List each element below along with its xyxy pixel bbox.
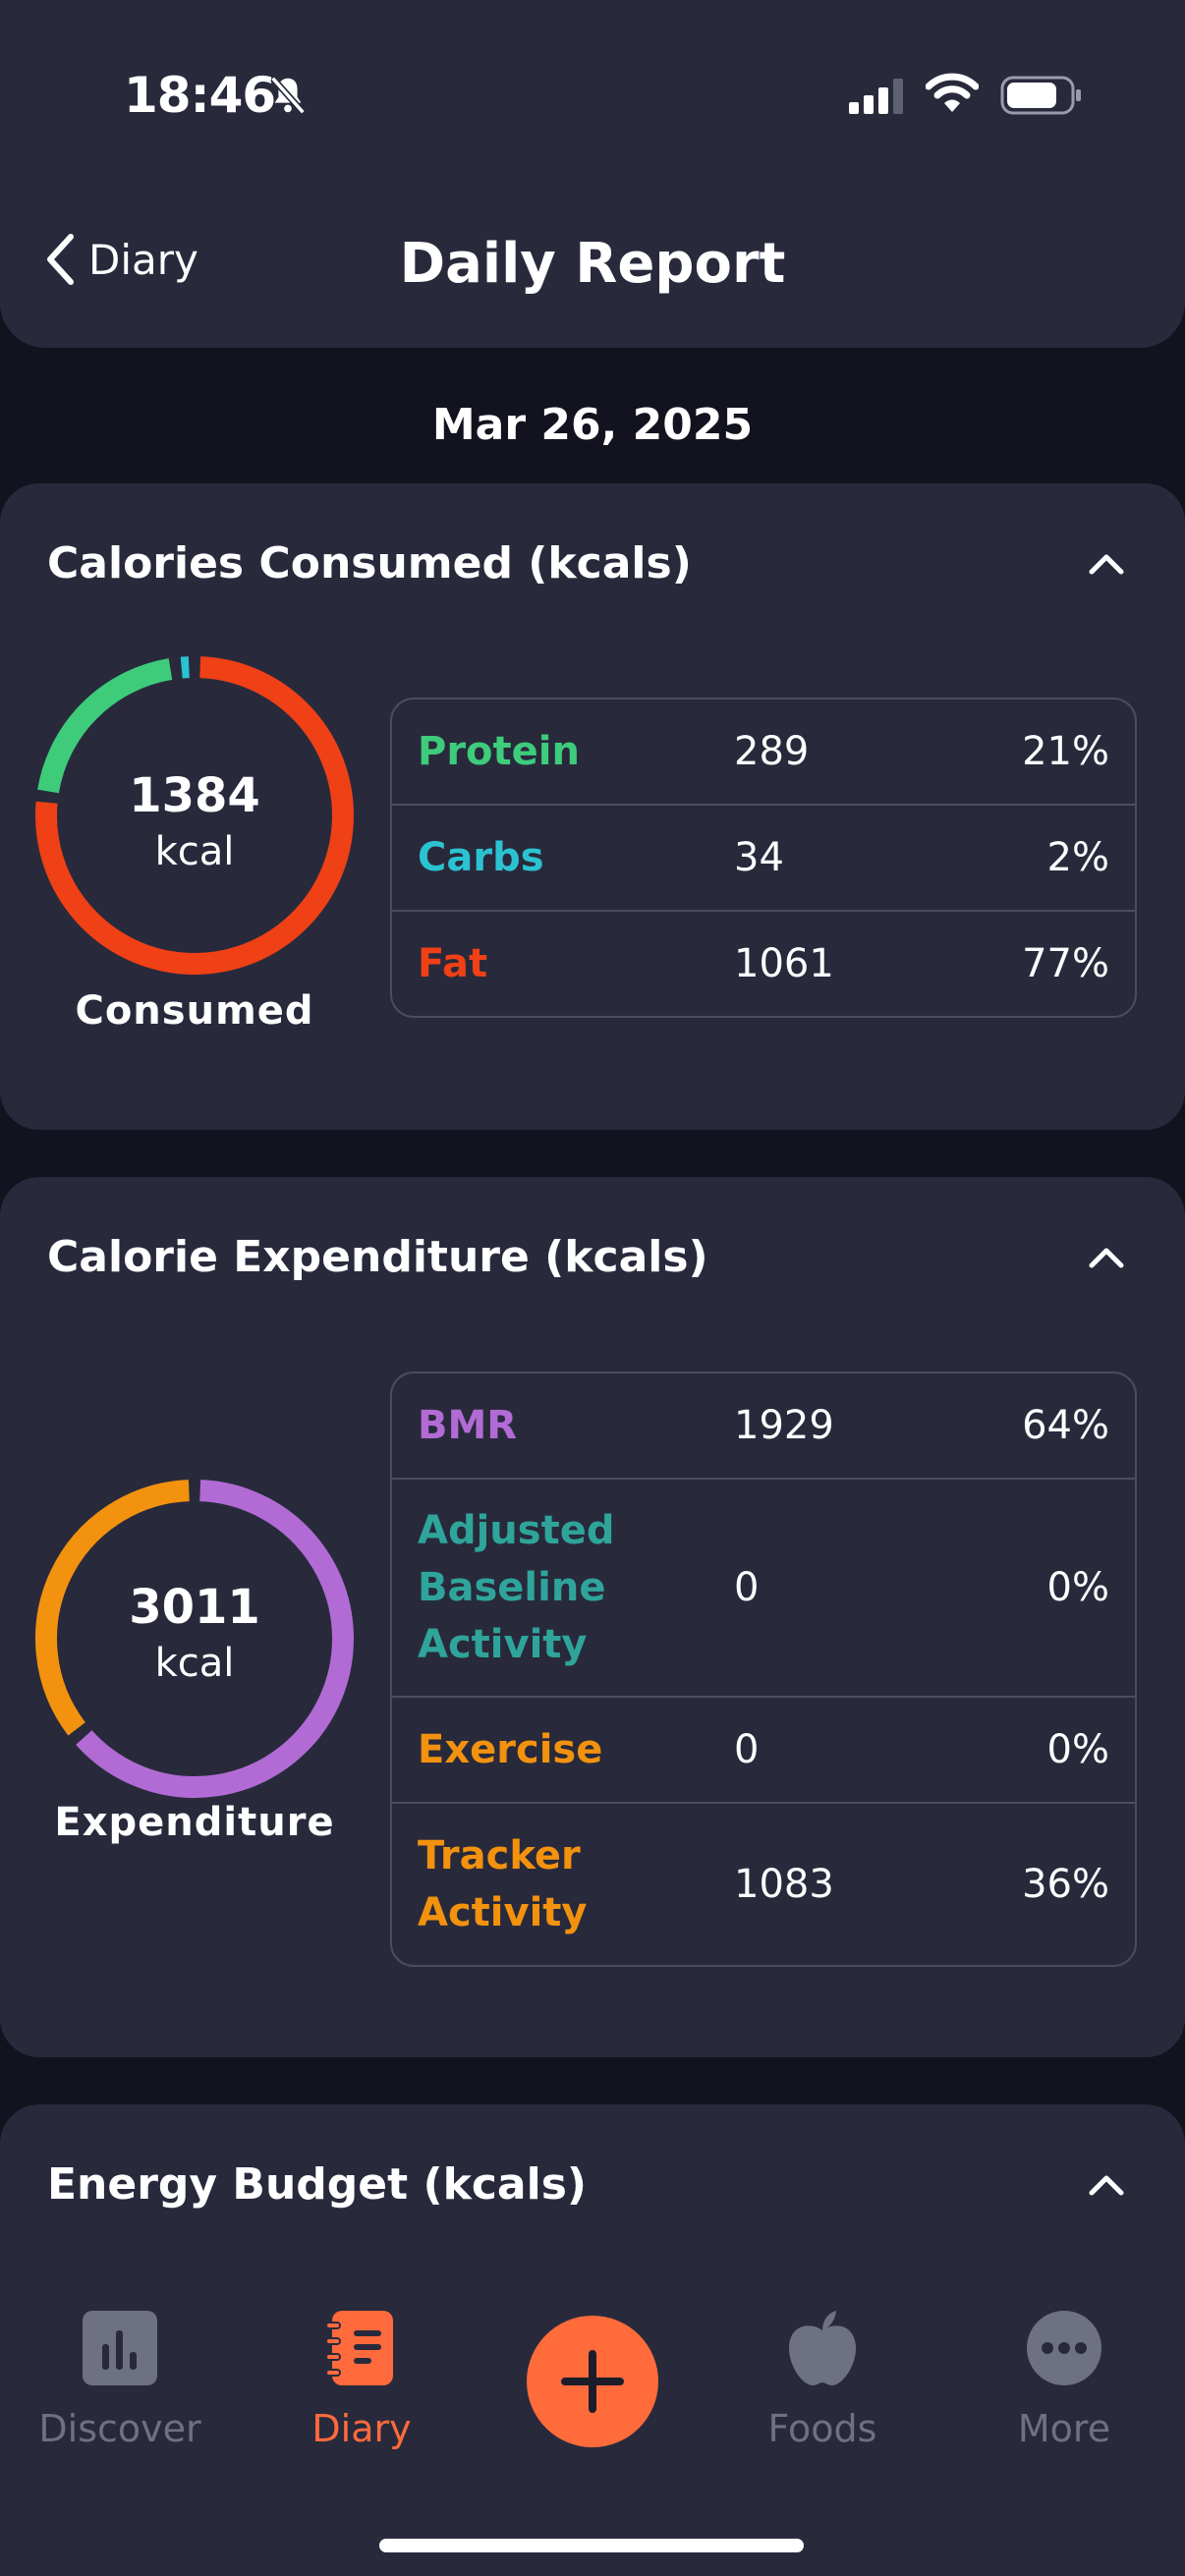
- row-percent: 21%: [1022, 729, 1109, 774]
- plus-icon: [561, 2350, 624, 2413]
- row-percent: 0%: [1046, 1565, 1109, 1610]
- expenditure-table: BMR 1929 64% Adjusted Baseline Activity …: [390, 1372, 1137, 1967]
- table-row: BMR 1929 64%: [392, 1373, 1135, 1478]
- row-percent: 64%: [1022, 1403, 1109, 1448]
- expenditure-total: 3011: [129, 1580, 260, 1635]
- row-value: 289: [734, 729, 810, 774]
- card-title: Calorie Expenditure (kcals): [47, 1232, 708, 1282]
- donut-segment-protein: [37, 658, 173, 794]
- consumed-macros-table: Protein 289 21% Carbs 34 2% Fat 1061 77%: [390, 698, 1137, 1018]
- row-name: Exercise: [418, 1727, 603, 1772]
- battery-icon: [1000, 76, 1081, 115]
- tab-bar: Discover Diary Foods: [0, 2279, 1185, 2576]
- table-row: Exercise 0 0%: [392, 1696, 1135, 1802]
- expenditure-donut-chart: [35, 1480, 354, 1798]
- calorie-expenditure-card: Calorie Expenditure (kcals) 3011 kcal Ex…: [0, 1177, 1185, 2057]
- chevron-up-icon[interactable]: [1087, 552, 1126, 576]
- status-time: 18:46: [124, 67, 276, 124]
- consumed-donut-chart: [35, 656, 354, 975]
- donut-segment-fat: [35, 656, 354, 975]
- chevron-left-icon: [47, 234, 74, 285]
- apple-icon: [788, 2311, 857, 2385]
- row-name: BMR: [418, 1403, 518, 1448]
- card-title: Calories Consumed (kcals): [47, 538, 692, 588]
- row-percent: 77%: [1022, 941, 1109, 986]
- expenditure-center: 3011 kcal: [29, 1580, 360, 1686]
- table-row: Carbs 34 2%: [392, 804, 1135, 910]
- tab-diary[interactable]: Diary: [263, 2309, 460, 2450]
- consumed-unit: kcal: [154, 829, 235, 874]
- row-percent: 2%: [1046, 835, 1109, 880]
- consumed-label: Consumed: [75, 988, 314, 1034]
- row-name: Carbs: [418, 835, 544, 880]
- home-indicator: [379, 2539, 804, 2552]
- more-dots-icon: [1027, 2311, 1101, 2385]
- tab-foods[interactable]: Foods: [724, 2309, 921, 2450]
- table-row: Adjusted Baseline Activity 0 0%: [392, 1478, 1135, 1696]
- row-value: 0: [734, 1727, 760, 1772]
- row-value: 1929: [734, 1403, 834, 1448]
- tab-label: Foods: [767, 2407, 877, 2450]
- expenditure-label: Expenditure: [54, 1800, 335, 1845]
- row-percent: 36%: [1022, 1862, 1109, 1907]
- back-button-label: Diary: [88, 235, 198, 284]
- report-date: Mar 26, 2025: [431, 400, 754, 450]
- row-name: Tracker Activity: [418, 1833, 588, 1935]
- chevron-up-icon[interactable]: [1087, 1246, 1126, 1269]
- calories-consumed-card: Calories Consumed (kcals) 1384 kcal Cons…: [0, 483, 1185, 1130]
- table-row: Tracker Activity 1083 36%: [392, 1802, 1135, 1965]
- table-row: Protein 289 21%: [392, 700, 1135, 804]
- consumed-center: 1384 kcal: [29, 768, 360, 874]
- row-value: 0: [734, 1565, 760, 1610]
- back-button[interactable]: Diary: [43, 232, 198, 287]
- tab-label: Diary: [311, 2407, 412, 2450]
- row-value: 1061: [734, 941, 834, 986]
- consumed-total: 1384: [129, 768, 260, 823]
- tab-discover[interactable]: Discover: [22, 2309, 218, 2450]
- tab-label: Discover: [38, 2407, 201, 2450]
- table-row: Fat 1061 77%: [392, 910, 1135, 1016]
- cell-signal-icon: [849, 79, 903, 114]
- donut-segment-bmr: [76, 1480, 354, 1798]
- row-name: Protein: [418, 729, 580, 774]
- bell-muted-icon: [270, 76, 306, 115]
- tab-more[interactable]: More: [966, 2309, 1162, 2450]
- status-bar: 18:46: [0, 0, 1185, 196]
- row-name: Adjusted Baseline Activity: [418, 1508, 615, 1667]
- donut-segment-tracker-activity: [35, 1480, 190, 1736]
- row-value: 34: [734, 835, 784, 880]
- header: 18:46 Diary Daily Report: [0, 0, 1185, 348]
- tab-label: More: [1017, 2407, 1111, 2450]
- notebook-icon: [325, 2311, 393, 2385]
- wifi-icon: [926, 73, 979, 112]
- row-percent: 0%: [1046, 1727, 1109, 1772]
- row-name: Fat: [418, 941, 488, 986]
- bar-chart-icon: [83, 2311, 157, 2385]
- expenditure-unit: kcal: [154, 1641, 235, 1686]
- card-title: Energy Budget (kcals): [47, 2159, 587, 2210]
- chevron-up-icon[interactable]: [1087, 2173, 1126, 2197]
- add-button[interactable]: [527, 2316, 658, 2447]
- row-value: 1083: [734, 1862, 834, 1907]
